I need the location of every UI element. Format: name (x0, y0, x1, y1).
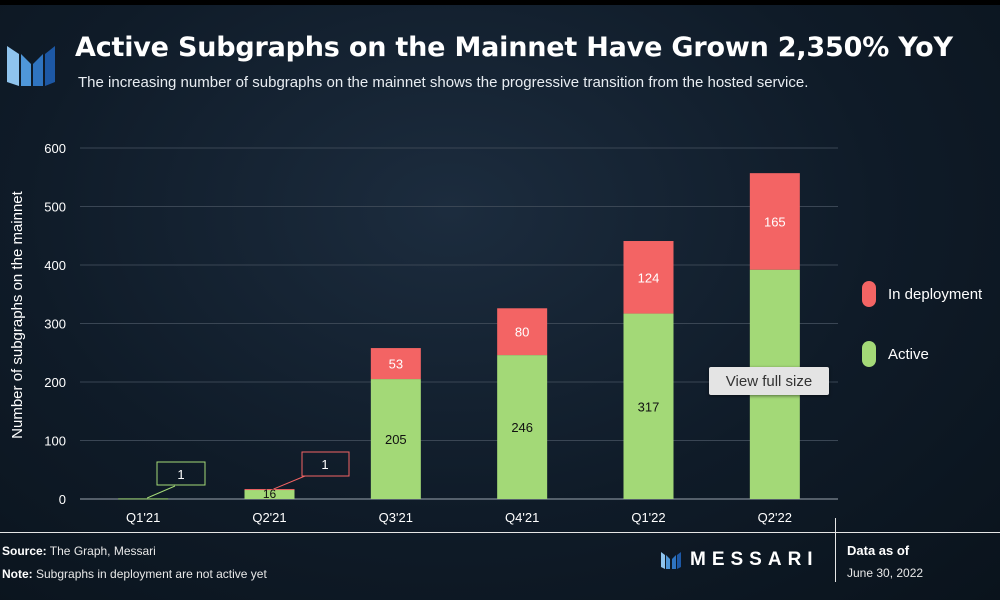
data-label-active: 1 (177, 467, 184, 482)
bar-in-deployment (370, 348, 421, 380)
bar-in-deployment (244, 489, 295, 491)
messari-logo-icon (7, 46, 55, 86)
note-label: Note: (2, 567, 33, 581)
bar-active (244, 489, 295, 499)
page-subtitle: The increasing number of subgraphs on th… (78, 74, 809, 91)
bar-active (623, 313, 674, 499)
data-label-active: 246 (511, 420, 533, 435)
x-tick-label: Q1'21 (126, 510, 160, 525)
y-tick-label: 300 (44, 317, 66, 332)
bar-active (370, 379, 421, 499)
y-tick-label: 0 (59, 492, 66, 507)
data-label-active: 16 (263, 487, 277, 501)
y-tick-label: 600 (44, 141, 66, 156)
footer-divider (0, 532, 1000, 533)
footer-vertical-divider (835, 518, 836, 582)
y-tick-label: 400 (44, 258, 66, 273)
data-label-in-deployment: 165 (764, 214, 786, 229)
legend-label-active: Active (888, 345, 929, 363)
bar-in-deployment (497, 308, 548, 356)
bar-in-deployment (623, 241, 674, 314)
data-label-active: 205 (385, 432, 407, 447)
data-label-active: 317 (638, 399, 660, 414)
x-tick-label: Q4'21 (505, 510, 539, 525)
data-label-in-deployment: 1 (321, 457, 328, 472)
bar-active (118, 498, 169, 500)
x-tick-label: Q2'22 (758, 510, 792, 525)
data-label-in-deployment: 124 (638, 270, 660, 285)
y-tick-label: 200 (44, 375, 66, 390)
source-label: Source: (2, 544, 47, 558)
y-axis-label: Number of subgraphs on the mainnet (9, 190, 26, 438)
data-as-of-date: June 30, 2022 (847, 566, 924, 580)
data-as-of-label: Data as of (847, 543, 910, 558)
x-tick-label: Q1'22 (631, 510, 665, 525)
bar-in-deployment (749, 173, 800, 270)
bar-active (497, 355, 548, 499)
note-text: Subgraphs in deployment are not active y… (32, 567, 267, 581)
data-label-in-deployment: 53 (389, 357, 403, 372)
x-tick-label: Q2'21 (252, 510, 286, 525)
legend-swatch-in-deployment (862, 281, 876, 307)
source-note: Source: The Graph, Messari (2, 544, 156, 558)
brand: MESSARI (660, 549, 819, 571)
callout-box-active (156, 461, 206, 486)
legend-item-in-deployment: In deployment (862, 280, 982, 308)
callout-line-in-deployment (273, 475, 306, 490)
top-bar (0, 0, 1000, 5)
messari-brand-icon (661, 552, 681, 569)
x-tick-label: Q3'21 (379, 510, 413, 525)
footnote: Note: Subgraphs in deployment are not ac… (2, 567, 267, 581)
data-label-in-deployment: 80 (515, 325, 529, 340)
y-tick-label: 500 (44, 200, 66, 215)
y-tick-label: 100 (44, 434, 66, 449)
page-title: Active Subgraphs on the Mainnet Have Gro… (75, 32, 953, 63)
legend-label-in-deployment: In deployment (888, 285, 983, 303)
callout-line-active (146, 485, 176, 499)
legend-swatch-active (862, 341, 876, 367)
legend: In deployment Active (862, 280, 982, 400)
callout-box-in-deployment (301, 451, 350, 477)
brand-name: MESSARI (690, 549, 819, 570)
view-full-size-button[interactable]: View full size (709, 367, 829, 395)
source-text: The Graph, Messari (46, 544, 156, 558)
legend-item-active: Active (862, 340, 982, 368)
